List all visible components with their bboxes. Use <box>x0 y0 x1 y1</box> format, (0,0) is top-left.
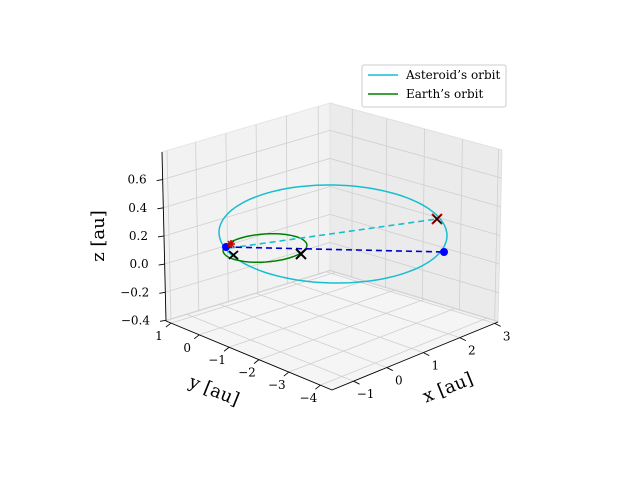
y-tick-label: 1 <box>155 329 163 343</box>
y-tick-label: −4 <box>300 391 318 405</box>
x-axis-line <box>331 321 499 391</box>
x-tick-mark <box>423 352 430 357</box>
z-tick-mark <box>159 291 166 294</box>
y-tick-mark <box>283 371 290 377</box>
y-gridline-floor <box>258 299 425 361</box>
x-gridline-wall <box>351 109 353 278</box>
x-tick-label: 2 <box>468 344 476 358</box>
sun-x-marker <box>295 248 307 260</box>
y-gridline-floor <box>228 290 394 348</box>
y-tick-label: −3 <box>268 378 286 392</box>
axes <box>161 151 499 391</box>
y-gridline-floor <box>320 318 487 386</box>
legend-label-earth: Earth’s orbit <box>406 87 483 101</box>
z-tick-mark <box>159 319 167 322</box>
y-tick-mark <box>165 322 172 328</box>
z-axis-label: z [au] <box>88 210 109 262</box>
y-axis-line <box>165 320 333 391</box>
y-gridline-wall <box>225 133 229 303</box>
x-tick-label: 1 <box>431 359 439 373</box>
y-gridline-wall <box>195 142 200 312</box>
y-gridline-floor <box>288 308 455 373</box>
earth-launch-point <box>222 243 230 251</box>
x-tick-mark <box>494 322 501 327</box>
x-tick-mark <box>353 380 360 385</box>
y-tick-label: −1 <box>208 353 226 367</box>
y-tick-mark <box>315 384 321 390</box>
y-tick-mark <box>253 359 260 364</box>
legend-label-asteroid: Asteroid’s orbit <box>405 68 500 82</box>
tick-labels: 0.6 0.4 0.2 0.0 −0.2 −0.4 1 0 −1 −2 −3 −4 −1 0 1 2 3 <box>120 173 510 406</box>
orbit-curves <box>218 184 448 284</box>
z-tick-label: 0.0 <box>130 257 149 271</box>
z-tick-label: 0.4 <box>128 201 147 215</box>
legend: Asteroid’s orbit Earth’s orbit <box>361 64 507 108</box>
y-tick-mark <box>223 346 230 352</box>
x-gridline-wall <box>422 128 425 300</box>
z-tick-mark <box>157 207 164 210</box>
x-gridline-floor <box>256 293 424 353</box>
z-gridline <box>165 242 499 294</box>
z-tick-mark <box>156 179 163 181</box>
z-tick-mark <box>157 235 165 238</box>
y-tick-mark <box>193 334 200 340</box>
x-tick-mark <box>386 367 393 371</box>
z-tick-label: −0.4 <box>121 313 151 327</box>
z-tick-label: 0.2 <box>129 229 148 243</box>
x-gridline-wall <box>494 149 499 321</box>
z-tick-mark <box>158 263 165 266</box>
markers <box>222 213 448 260</box>
y-gridline-floor <box>199 280 364 336</box>
x-axis-label: x [au] <box>420 368 476 407</box>
y-axis-label: y [au] <box>185 371 242 410</box>
z-axis-line <box>161 151 167 322</box>
earth-crossing-x-marker <box>228 250 239 260</box>
asteroid-arrival-point <box>440 248 448 256</box>
origin-star-marker <box>227 240 235 248</box>
y-gridline-wall <box>166 150 172 320</box>
z-tick-label: −0.2 <box>120 285 149 299</box>
asteroid-orbit-line <box>218 184 448 284</box>
x-gridline-floor <box>219 304 387 368</box>
y-gridline-wall <box>255 124 259 294</box>
x-gridline-floor <box>187 314 354 382</box>
y-tick-label: −2 <box>238 366 256 380</box>
y-gridline-wall <box>285 115 288 285</box>
z-gridline <box>162 129 502 180</box>
x-gridline-floor <box>292 282 460 339</box>
earth-orbit-line <box>222 232 308 264</box>
x-gridline-floor <box>326 271 495 324</box>
x-gridline-wall <box>385 118 388 288</box>
z-gridline <box>163 186 501 237</box>
z-tick-label: 0.6 <box>128 173 147 187</box>
tick-marks <box>156 179 501 390</box>
x-tick-mark <box>459 337 467 342</box>
y-tick-label: 0 <box>183 341 191 355</box>
transfer-blue-dashed <box>225 246 445 253</box>
x-gridline-wall <box>458 139 463 311</box>
x-tick-label: 0 <box>395 374 403 388</box>
x-tick-label: −1 <box>357 387 375 401</box>
z-gridline <box>165 269 499 322</box>
x-tick-label: 3 <box>503 329 511 343</box>
z-gridline <box>163 158 501 209</box>
transfer-cyan-dashed <box>229 218 438 249</box>
asteroid-cross-marker <box>431 213 443 225</box>
